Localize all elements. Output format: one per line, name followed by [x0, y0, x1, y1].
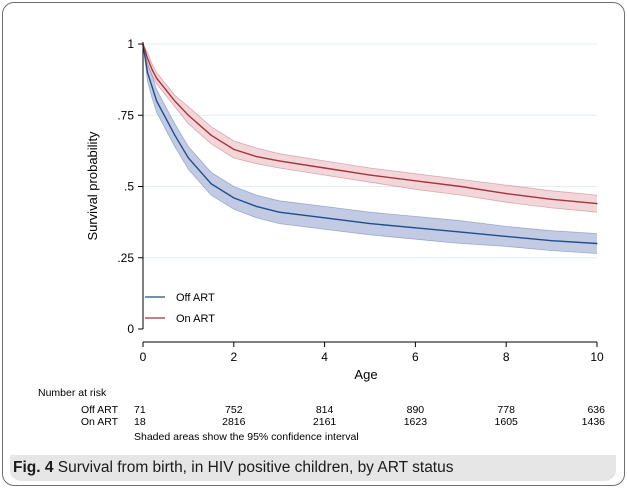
risk-value-1-0: 18 [134, 416, 146, 428]
y-tick-label-4: 1 [127, 37, 134, 51]
risk-value-1-1: 2816 [222, 416, 246, 428]
legend-label-off-art: Off ART [176, 292, 215, 304]
survival-line-1 [142, 43, 598, 205]
risk-value-1-3: 1623 [404, 416, 428, 428]
risk-value-1-4: 1605 [495, 416, 519, 428]
risk-row-label-1: On ART [81, 416, 119, 428]
survival-point-1-12 [369, 174, 371, 176]
survival-point-0-6 [187, 157, 189, 159]
survival-point-1-9 [255, 155, 258, 158]
survival-point-0-4 [165, 117, 167, 119]
survival-point-0-8 [233, 197, 235, 199]
survival-point-1-2 [151, 69, 153, 71]
ci-upper-1 [142, 43, 598, 196]
survival-point-1-1 [146, 57, 149, 59]
ci-band-0 [143, 44, 597, 254]
risk-value-0-2: 814 [316, 404, 334, 416]
survival-point-0-7 [210, 183, 212, 185]
survival-point-0-16 [551, 240, 553, 242]
survival-point-1-6 [187, 114, 189, 116]
survival-line-0 [142, 43, 598, 245]
survival-point-0-5 [174, 134, 176, 136]
risk-value-0-0: 71 [134, 404, 146, 416]
y-tick-label-2: .5 [124, 180, 134, 194]
ci-note: Shaded areas show the 95% confidence int… [134, 431, 359, 443]
survival-point-1-16 [551, 198, 553, 200]
caption-text: Survival from birth, in HIV positive chi… [53, 459, 454, 476]
survival-point-1-8 [233, 148, 235, 151]
risk-value-0-3: 890 [407, 404, 425, 416]
survival-point-0-14 [460, 231, 462, 233]
survival-point-0-9 [255, 205, 258, 208]
x-tick-label-4: 8 [503, 350, 510, 364]
x-axis-title: Age [354, 367, 377, 382]
risk-value-0-1: 752 [225, 404, 243, 416]
survival-point-0-1 [146, 71, 149, 74]
y-tick-label-3: .75 [117, 108, 134, 122]
survival-point-0-3 [156, 100, 158, 102]
survival-point-1-4 [165, 89, 167, 91]
survival-point-1-11 [324, 167, 326, 169]
survival-point-0-12 [369, 222, 371, 225]
survival-lines [142, 43, 598, 245]
survival-point-1-17 [596, 203, 598, 205]
figure-caption: Fig. 4 Survival from birth, in HIV posit… [10, 455, 616, 481]
ci-lower-0 [142, 43, 598, 254]
x-tick-label-0: 0 [140, 350, 147, 364]
risk-value-1-5: 1436 [582, 416, 606, 428]
y-tick-label-1: .25 [117, 251, 134, 265]
survival-point-0-2 [151, 86, 153, 88]
risk-value-1-2: 2161 [313, 416, 337, 428]
risk-value-0-4: 778 [497, 404, 515, 416]
legend: Off ART On ART [145, 292, 215, 325]
legend-label-on-art: On ART [176, 313, 215, 325]
ci-lower-1 [142, 43, 598, 213]
survival-point-0-13 [414, 227, 416, 229]
confidence-bands [142, 43, 598, 254]
survival-point-0-15 [505, 235, 507, 237]
y-tick-label-0: 0 [127, 322, 134, 336]
survival-point-1-13 [414, 180, 416, 182]
risk-table-header: Number at risk [38, 387, 107, 399]
survival-point-0-17 [596, 242, 598, 245]
x-tick-label-2: 4 [321, 350, 328, 364]
survival-point-1-5 [174, 100, 176, 102]
risk-value-0-5: 636 [587, 404, 605, 416]
survival-point-1-15 [505, 193, 507, 195]
y-axis-title: Survival probability [85, 131, 100, 241]
survival-point-1-3 [156, 77, 158, 79]
survival-point-0-11 [324, 217, 326, 219]
x-tick-label-1: 2 [230, 350, 237, 364]
risk-table: Off ART 71 752 814 890 778 636 On ART 18 2816 2161… [81, 404, 605, 428]
risk-row-label-0: Off ART [81, 404, 119, 416]
ci-band-1 [143, 44, 597, 213]
figure-label: Fig. 4 [13, 459, 54, 476]
survival-point-0-10 [278, 211, 280, 213]
ci-upper-0 [142, 43, 598, 234]
survival-point-1-7 [210, 134, 212, 136]
survival-point-1-14 [460, 185, 462, 188]
x-tick-label-3: 6 [412, 350, 419, 364]
survival-point-1-10 [278, 160, 280, 162]
x-tick-label-5: 10 [590, 350, 604, 364]
